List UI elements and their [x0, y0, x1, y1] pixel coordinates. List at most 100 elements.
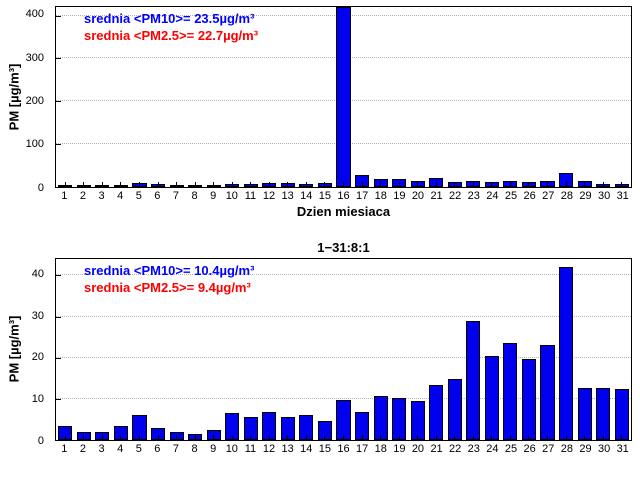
- x-tick-label-7: 7: [172, 190, 180, 202]
- x-tick-mark: [138, 435, 140, 440]
- x-tick-label-4: 4: [117, 190, 124, 202]
- x-tick-label-18: 18: [374, 443, 387, 455]
- x-tick-label-12: 12: [262, 190, 276, 202]
- x-tick-label-27: 27: [542, 443, 555, 455]
- x-tick-label-12: 12: [262, 443, 276, 455]
- mean-pm25-text: srednia <PM2.5>= 22.7µg/m³: [84, 28, 259, 43]
- x-tick-label-23: 23: [467, 190, 480, 202]
- bar-day-26: [521, 358, 537, 440]
- pm-monthly-chart: PM [µg/m³] 0 100 200 300 400 srednia <PM10>=…: [0, 0, 640, 238]
- x-tick-label-13: 13: [281, 190, 294, 202]
- y-axis-ticks: 0 100 200 300 400: [0, 6, 50, 193]
- x-tick-label-28: 28: [560, 443, 573, 455]
- y-tick-mark: [56, 275, 61, 277]
- y-axis-ticks: 0 10 20 30 40: [0, 258, 50, 446]
- x-tick-mark: [361, 182, 363, 187]
- x-tick-label-21: 21: [430, 190, 443, 202]
- x-tick-label-17: 17: [355, 190, 369, 202]
- x-tick-label-26: 26: [523, 443, 536, 455]
- gridline-y-10: [56, 397, 631, 399]
- x-tick-mark: [417, 435, 419, 440]
- x-tick-mark: [64, 182, 66, 187]
- x-tick-label-8: 8: [191, 443, 198, 455]
- y-tick-label-300: 300: [25, 51, 44, 64]
- x-tick-mark: [83, 182, 85, 187]
- x-tick-mark: [213, 435, 215, 440]
- y-tick-label-10: 10: [31, 392, 44, 405]
- y-tick-mark: [56, 357, 61, 359]
- x-tick-label-4: 4: [117, 443, 124, 455]
- x-axis-ticks: 1 2 3 4 5 6 7 8 9 10 11 12 13 14 15 16 17 18 19 20 21 22 23 24 2…: [55, 442, 632, 455]
- x-tick-mark: [380, 182, 382, 187]
- chart-title: 1−31:8:1: [317, 240, 370, 255]
- x-tick-mark: [361, 435, 363, 440]
- x-tick-mark: [417, 182, 419, 187]
- gridline-y-40: [56, 274, 631, 276]
- x-tick-label-25: 25: [504, 443, 518, 455]
- x-tick-mark: [268, 182, 270, 187]
- x-tick-mark: [213, 182, 215, 187]
- x-tick-mark: [324, 435, 326, 440]
- y-tick-mark: [56, 316, 61, 318]
- x-tick-label-10: 10: [225, 190, 238, 202]
- bar-day-27: [540, 345, 555, 440]
- y-tick-label-0: 0: [37, 434, 44, 447]
- y-tick-label-400: 400: [25, 8, 44, 21]
- x-tick-mark: [138, 182, 140, 187]
- mean-pm25-text: srednia <PM2.5>= 9.4µg/m³: [84, 280, 251, 295]
- x-tick-label-29: 29: [579, 443, 592, 455]
- x-tick-mark: [528, 435, 530, 440]
- y-tick-label-200: 200: [25, 94, 44, 107]
- y-tick-mark: [56, 58, 61, 60]
- bar-day-28: [559, 267, 574, 440]
- x-axis-label: Dzien miesiaca: [296, 204, 391, 219]
- mean-annotations: srednia <PM10>= 23.5µg/m³ srednia <PM2.5…: [84, 10, 258, 44]
- x-tick-label-13: 13: [281, 443, 294, 455]
- x-tick-mark: [602, 182, 604, 187]
- x-tick-label-9: 9: [210, 443, 217, 455]
- x-tick-mark: [435, 435, 437, 440]
- x-tick-mark: [472, 182, 474, 187]
- pm-hourly-chart: 1−31:8:1 PM [µg/m³] 0 10 20 30 40 srednia <P…: [0, 238, 640, 480]
- x-tick-label-21: 21: [430, 443, 443, 455]
- x-tick-mark: [380, 435, 382, 440]
- x-tick-mark: [268, 435, 270, 440]
- x-tick-label-2: 2: [79, 190, 86, 202]
- x-tick-label-15: 15: [318, 443, 331, 455]
- x-tick-mark: [621, 182, 623, 187]
- x-tick-mark: [547, 435, 549, 440]
- bar-day-24: [484, 355, 499, 440]
- x-tick-mark: [101, 435, 103, 440]
- x-tick-mark: [176, 182, 178, 187]
- x-tick-label-1: 1: [61, 443, 68, 455]
- x-tick-label-5: 5: [135, 190, 142, 202]
- x-tick-label-24: 24: [486, 443, 499, 455]
- x-tick-mark: [509, 182, 511, 187]
- x-tick-mark: [602, 435, 604, 440]
- y-tick-label-100: 100: [25, 138, 44, 151]
- x-tick-mark: [398, 182, 400, 187]
- y-tick-mark: [56, 144, 61, 146]
- y-tick-mark: [56, 398, 61, 400]
- gridline-y-20: [56, 356, 631, 358]
- x-tick-mark: [435, 182, 437, 187]
- x-tick-mark: [287, 435, 289, 440]
- x-tick-mark: [194, 182, 196, 187]
- x-tick-label-19: 19: [393, 190, 406, 202]
- x-tick-label-10: 10: [225, 443, 238, 455]
- x-tick-label-7: 7: [172, 443, 180, 455]
- x-tick-mark: [343, 182, 344, 187]
- mean-annotations: srednia <PM10>= 10.4µg/m³ srednia <PM2.5…: [84, 262, 254, 296]
- x-tick-mark: [324, 182, 326, 187]
- x-tick-label-25: 25: [504, 190, 518, 202]
- x-tick-label-3: 3: [98, 443, 105, 455]
- x-tick-mark: [584, 182, 586, 187]
- x-tick-label-8: 8: [191, 190, 198, 202]
- x-tick-mark: [157, 182, 159, 187]
- x-tick-mark: [343, 435, 344, 440]
- y-tick-label-0: 0: [37, 181, 44, 194]
- x-tick-mark: [231, 182, 233, 187]
- x-tick-label-28: 28: [560, 190, 573, 202]
- x-tick-label-16: 16: [337, 190, 350, 202]
